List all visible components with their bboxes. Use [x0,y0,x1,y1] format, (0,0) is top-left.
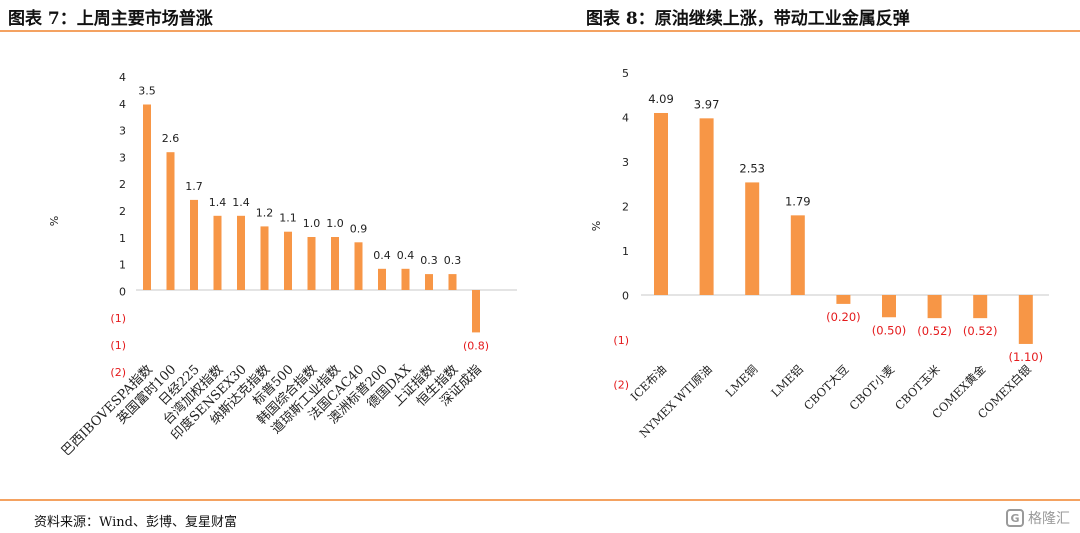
left-y-tick-label: 3 [119,151,126,164]
left-y-tick-label: 4 [119,71,126,84]
watermark: G 格隆汇 [1006,508,1070,528]
left-data-label: 2.6 [162,132,180,145]
left-y-tick-label: 0 [119,285,126,298]
left-bar [143,104,151,290]
right-bar [790,215,805,295]
header-divider [0,30,1080,32]
left-data-label: (0.8) [463,339,489,352]
right-data-label: 2.53 [739,161,765,175]
right-category-label: LME铜 [723,362,761,400]
left-y-tick-label: 4 [119,98,126,111]
right-data-label: (0.52) [917,324,952,338]
right-y-tick-label: (1) [613,334,629,347]
left-bar [472,290,480,333]
left-y-tick-label: (1) [110,339,126,352]
left-bar [307,237,316,290]
left-data-label: 0.4 [397,249,415,262]
right-bar [882,295,896,318]
right-data-label: 3.97 [694,97,720,111]
footer-divider [0,499,1080,501]
right-data-label: (1.10) [1009,350,1044,364]
watermark-logo-icon: G [1006,509,1024,527]
left-data-label: 0.9 [350,222,368,235]
left-bar [401,268,410,290]
left-y-axis-label: % [48,216,61,226]
left-data-label: 0.4 [373,249,391,262]
left-y-tick-label: 1 [119,232,126,245]
left-bar [260,226,269,290]
source-note: 资料来源：Wind、彭博、复星财富 [34,515,237,530]
right-bar [654,112,668,296]
watermark-text: 格隆汇 [1028,511,1070,527]
left-bar [237,215,245,290]
right-y-tick-label: 2 [622,201,629,214]
right-y-tick-label: 5 [622,67,629,80]
left-bar [354,242,363,290]
right-y-tick-label: 3 [622,156,629,169]
left-y-tick-label: 3 [119,125,126,138]
right-category-label: ICE布油 [628,362,670,404]
right-bar [699,118,714,296]
left-bar [166,152,175,290]
right-y-tick-label: 1 [622,245,629,258]
left-data-label: 1.0 [326,217,344,230]
right-data-label: 4.09 [648,92,674,106]
left-data-label: 1.4 [209,196,227,209]
right-chart-title: 图表 8：原油继续上涨，带动工业金属反弹 [586,9,910,29]
right-data-label: 1.79 [785,194,811,208]
left-bar [448,274,457,290]
right-bar [973,295,988,319]
right-y-tick-label: 4 [622,112,629,125]
left-y-tick-label: 2 [119,178,126,191]
left-data-label: 1.7 [185,180,203,193]
left-data-label: 1.2 [256,206,274,219]
left-bar [378,268,386,290]
right-data-label: (0.20) [826,310,861,324]
left-y-tick-label: 2 [119,205,126,218]
left-bar [425,274,433,290]
right-data-label: (0.50) [872,323,907,337]
left-bar [284,231,292,290]
right-category-label: CBOT小麦 [847,362,898,413]
right-y-tick-label: 0 [622,290,629,303]
right-bar [1018,295,1033,344]
right-bar [745,182,760,295]
left-data-label: 1.0 [303,217,321,230]
right-y-axis-label: % [590,221,603,231]
left-bar [190,199,198,290]
left-bar [213,215,222,290]
right-bar [927,295,942,319]
right-bar [836,295,851,304]
left-bar [331,237,339,290]
right-data-label: (0.52) [963,324,998,338]
left-data-label: 0.3 [420,254,438,267]
charts-canvas: 443322110(1)(1)(2)%3.5巴西IBOVESPA指数2.6英国富… [48,67,1049,459]
right-category-label: LME铝 [768,362,806,400]
left-data-label: 1.1 [279,212,297,225]
left-chart-title: 图表 7：上周主要市场普涨 [8,9,213,29]
right-y-tick-label: (2) [613,379,629,392]
left-data-label: 1.4 [232,196,250,209]
left-y-tick-label: (2) [110,366,126,379]
left-data-label: 3.5 [138,85,156,98]
left-y-tick-label: (1) [110,312,126,325]
right-category-label: CBOT大豆 [801,362,852,413]
left-data-label: 0.3 [444,254,462,267]
left-y-tick-label: 1 [119,259,126,272]
